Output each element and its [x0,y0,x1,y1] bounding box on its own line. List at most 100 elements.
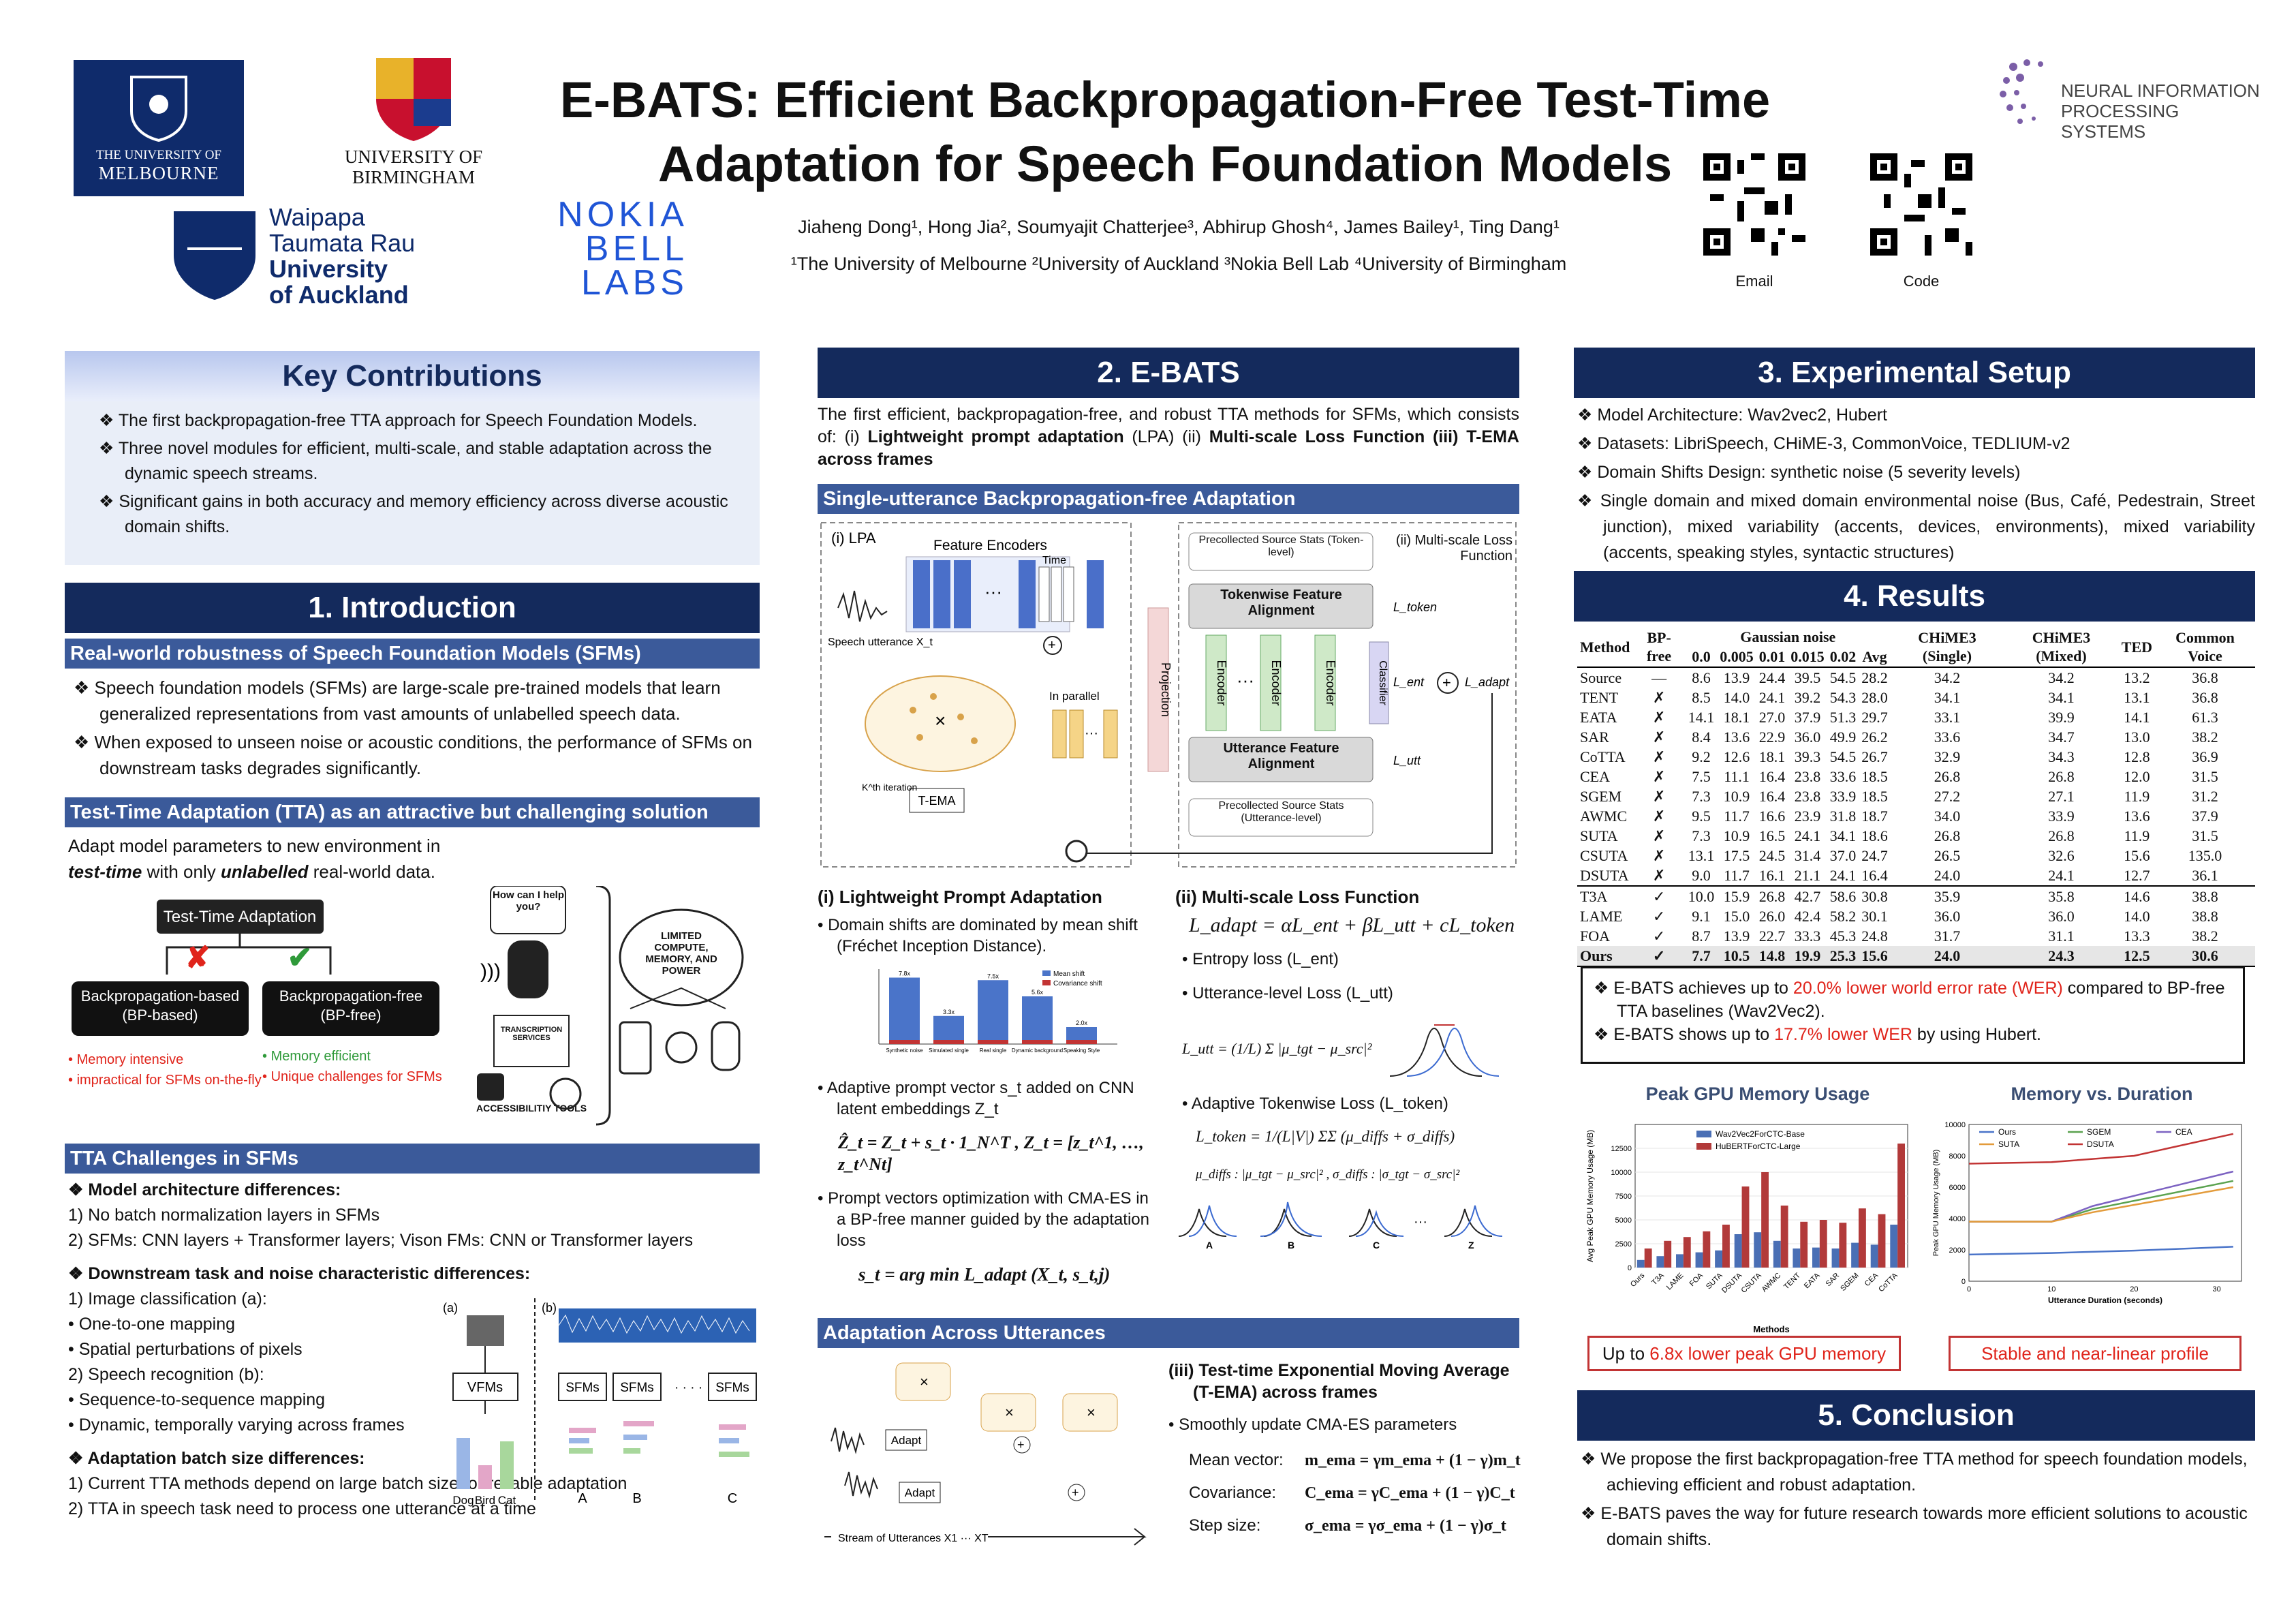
svg-text:···: ··· [1237,670,1254,690]
key-item: ❖ Three novel modules for efficient, mul… [99,439,712,483]
key-contributions-body: ❖ The first backpropagation-free TTA app… [65,401,760,565]
cov-shift-bar [1022,1040,1053,1044]
key-item: ❖ Significant gains in both accuracy and… [99,492,728,536]
table-cell: 54.5 [1829,748,1857,765]
table-cell: 31.2 [2192,788,2218,805]
table-row: CoTTA ✗ 9.2 12.6 18.1 39.3 54.5 26.7 32.9 34.3 12.… [1577,747,2255,767]
table-cell: 10.9 [1723,827,1750,844]
image-thumbnail [467,1315,504,1346]
memory-bar [1870,1244,1878,1268]
seq-c-label: C [728,1491,737,1506]
challenge-item: 1) No batch normalization layers in SFMs [68,1206,380,1225]
conclusion-item: ❖ We propose the first backpropagation-f… [1581,1450,2248,1495]
table-cell: 14.1 [2124,709,2150,726]
table-cell: ✗ [1652,709,1666,726]
eq-s: s_t = arg min L_adapt (X_t, s_t,j) [858,1264,1111,1285]
table-cell: 18.5 [1861,788,1888,805]
x-tick-label: FOA [1688,1271,1705,1288]
bar-category-label: Real single [980,1047,1007,1054]
table-cell: 24.4 [1758,669,1786,686]
svg-text:···: ··· [1085,726,1098,741]
table-cell: 23.8 [1794,788,1821,805]
table-header-row: Method BP-free Gaussian noise CHiME3 (Si… [1577,627,2255,664]
transcription-icon [493,1015,570,1067]
sound-wave-icon: ))) [480,960,501,983]
x-tick-label: 10 [2047,1285,2055,1293]
y-tick-label: 0 [1961,1278,1966,1286]
birmingham-shield-icon [376,58,451,141]
table-cell: 13.0 [2124,729,2150,746]
setup-body: ❖ Model Architecture: Wav2vec2, Hubert ❖… [1577,402,2255,568]
table-cell: 18.1 [1723,709,1750,726]
x-tick-label: DSUTA [1720,1271,1744,1295]
table-header: CHiME3 (Single) [1918,629,1976,664]
y-tick-label: 10000 [1611,1169,1632,1177]
step-eq: σ_ema = γσ_ema + (1 − γ)σ_t [1305,1517,1506,1535]
table-cell: 36.8 [2192,689,2218,706]
memory-bar [1722,1225,1730,1268]
tta-box-label: Test-Time Adaptation [164,908,317,926]
mean-shift-bar [1022,996,1053,1044]
table-cell: 39.2 [1794,689,1821,706]
table-cell: 33.9 [1829,788,1857,805]
challenge-item: 1) Current TTA methods depend on large b… [68,1474,627,1493]
table-cell: 31.1 [2048,928,2075,945]
qr-code[interactable]: Code [1870,153,1972,324]
qr-email[interactable]: Email [1703,153,1805,324]
memory-bar [1851,1242,1859,1268]
mlf-bullet: • Entropy loss (L_ent) [1182,950,1339,968]
table-cell: 9.2 [1692,748,1711,765]
sfm-robustness-body: ❖ Speech foundation models (SFMs) are la… [68,675,760,784]
table-cell: 8.7 [1692,928,1711,945]
table-cell: 61.3 [2192,709,2218,726]
distribution-ellipse [865,675,1016,772]
y-tick-label: 4000 [1949,1215,1966,1223]
table-cell: 31.7 [1934,928,1961,945]
gaussian-shift-icon [1389,1024,1500,1077]
x-axis-label: Methods [1753,1324,1789,1334]
svg-text:L_ent: L_ent [1393,675,1425,689]
key-contributions-header: Key Contributions [65,351,760,401]
table-cell: 24.0 [1934,867,1961,884]
table-cell: 10.0 [1688,888,1715,905]
table-cell: 26.7 [1861,748,1888,765]
waveform-icon [837,590,888,622]
bp-con: • Memory intensive [68,1052,184,1067]
smart-speaker-icon [508,940,548,998]
y-axis-label: Avg Peak GPU Memory Usage (MB) [1585,1130,1595,1263]
table-cell: ✗ [1652,748,1666,765]
lpa-label: (i) LPA [831,530,876,547]
table-cell: 14.6 [2124,888,2150,905]
setup-header: 3. Experimental Setup [1574,348,2255,398]
svg-text:×: × [1005,1404,1014,1421]
highlights-box: ❖ E-BATS achieves up to 20.0% lower worl… [1581,966,2245,1064]
svg-text:+: + [1048,638,1056,653]
table-cell: 36.0 [2048,908,2075,925]
table-cell: 12.5 [2124,947,2150,964]
table-cell: 54.5 [1829,669,1857,686]
bp-box-label: Backpropagation-based (BP-based) [80,987,240,1024]
table-cell: 37.0 [1829,847,1857,864]
memory-bar [1683,1237,1691,1268]
table-cell: 23.9 [1794,808,1821,825]
tta-text: Adapt model parameters to new environmen… [68,836,441,882]
mlf-section: (ii) Multi-scale Loss Function L_adapt =… [1175,886,1519,1256]
table-row: CEA ✗ 7.5 11.1 16.4 23.8 33.6 18.5 26.8 26.8 12.0 3… [1577,767,2255,786]
table-row: EATA ✗ 14.1 18.1 27.0 37.9 51.3 29.7 33.1 39.9 14.… [1577,707,2255,727]
auckland-line1: Waipapa [269,203,365,231]
profile-caption: Stable and near-linear profile [1949,1336,2241,1371]
results-table: Method BP-free Gaussian noise CHiME3 (Si… [1577,627,2255,967]
table-cell: 15.9 [1723,888,1750,905]
table-cell: 24.1 [1794,827,1821,844]
table-cell: 34.1 [2048,689,2075,706]
table-cell: 13.6 [2124,808,2150,825]
table-cell: 8.6 [1692,669,1711,686]
svg-text:+: + [1442,674,1451,691]
svg-text:Covariance shift: Covariance shift [1053,980,1102,987]
svg-text:Encoder: Encoder [1215,660,1228,705]
x-tick-label: TENT [1782,1271,1802,1291]
challenge-item: 2) SFMs: CNN layers + Transformer layers… [68,1231,694,1250]
table-cell: 18.1 [1758,748,1786,765]
table-cell: 38.8 [2192,908,2218,925]
table-cell: 30.1 [1861,908,1888,925]
